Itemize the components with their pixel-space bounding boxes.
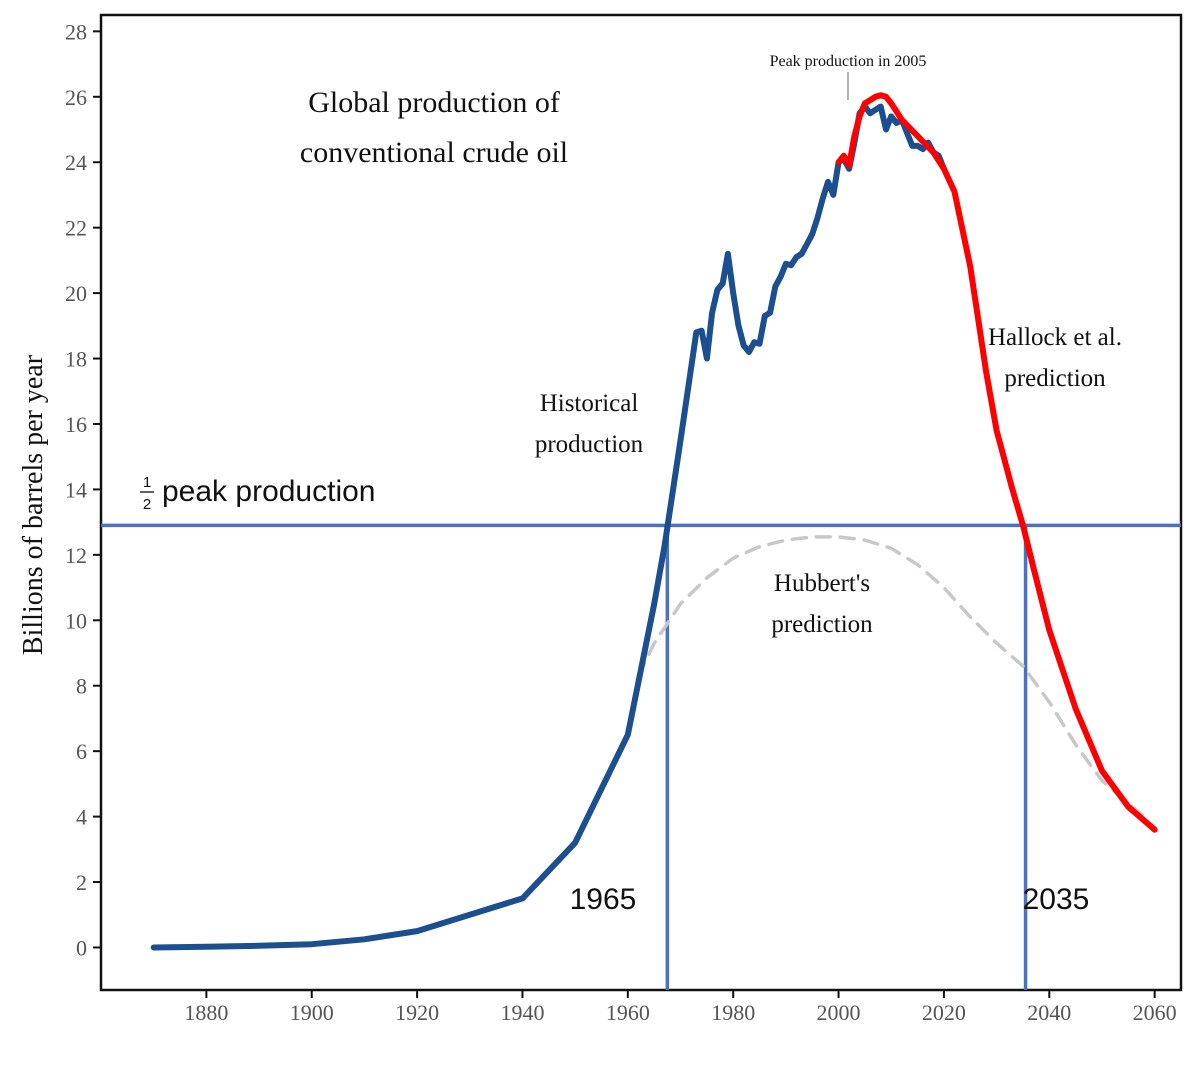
y-tick-label: 26 <box>65 85 87 110</box>
half-fraction-numerator: 1 <box>143 474 151 491</box>
chart-title-line-1: Global production of <box>308 86 560 119</box>
y-tick-label: 6 <box>76 739 87 764</box>
y-tick-label: 4 <box>76 805 87 830</box>
hubbert-prediction-line <box>636 535 1146 819</box>
x-tick-label: 2020 <box>922 1000 966 1025</box>
y-tick-label: 0 <box>76 935 87 960</box>
plot-frame <box>99 13 1183 992</box>
hubbert-label-line-1: Hubbert's <box>774 570 870 597</box>
y-tick-label: 28 <box>65 19 87 44</box>
y-tick-label: 24 <box>65 150 87 175</box>
hubbert-label-line-2: prediction <box>771 611 873 638</box>
historical-label-line-2: production <box>535 431 644 458</box>
y-tick-label: 20 <box>65 281 87 306</box>
chart-labels: Global production of conventional crude … <box>18 53 1122 916</box>
y-tick-label: 22 <box>65 216 87 241</box>
x-tick-label: 1900 <box>290 1000 334 1025</box>
marker-label-1965: 1965 <box>570 883 637 916</box>
marker-label-2035: 2035 <box>1023 883 1090 916</box>
reference-line-label: peak production <box>162 475 376 508</box>
x-tick-label: 1920 <box>395 1000 439 1025</box>
x-tick-label: 1940 <box>500 1000 544 1025</box>
x-tick-label: 2040 <box>1027 1000 1071 1025</box>
y-tick-label: 12 <box>65 543 87 568</box>
x-tick-label: 1980 <box>711 1000 755 1025</box>
y-tick-label: 10 <box>65 608 87 633</box>
x-tick-label: 2000 <box>817 1000 861 1025</box>
y-tick-label: 16 <box>65 412 87 437</box>
peak-annotation-text: Peak production in 2005 <box>770 53 927 70</box>
y-tick-label: 18 <box>65 347 87 372</box>
series-lines <box>150 92 1158 951</box>
reference-lines <box>101 523 1181 990</box>
y-tick-label: 14 <box>65 477 87 502</box>
x-tick-label: 2060 <box>1133 1000 1177 1025</box>
y-axis-label: Billions of barrels per year <box>18 354 49 655</box>
x-tick-label: 1880 <box>184 1000 228 1025</box>
x-tick-label: 1960 <box>606 1000 650 1025</box>
hallock-label-line-2: prediction <box>1004 365 1106 392</box>
historical-label-line-1: Historical <box>540 390 639 417</box>
y-tick-label: 8 <box>76 674 87 699</box>
chart-title-line-2: conventional crude oil <box>300 136 568 169</box>
historical-production-line <box>150 103 947 951</box>
hallock-label-line-1: Hallock et al. <box>988 324 1122 351</box>
half-fraction-denominator: 2 <box>143 496 151 513</box>
y-tick-label: 2 <box>76 870 87 895</box>
hallock-prediction-line <box>835 92 1158 833</box>
